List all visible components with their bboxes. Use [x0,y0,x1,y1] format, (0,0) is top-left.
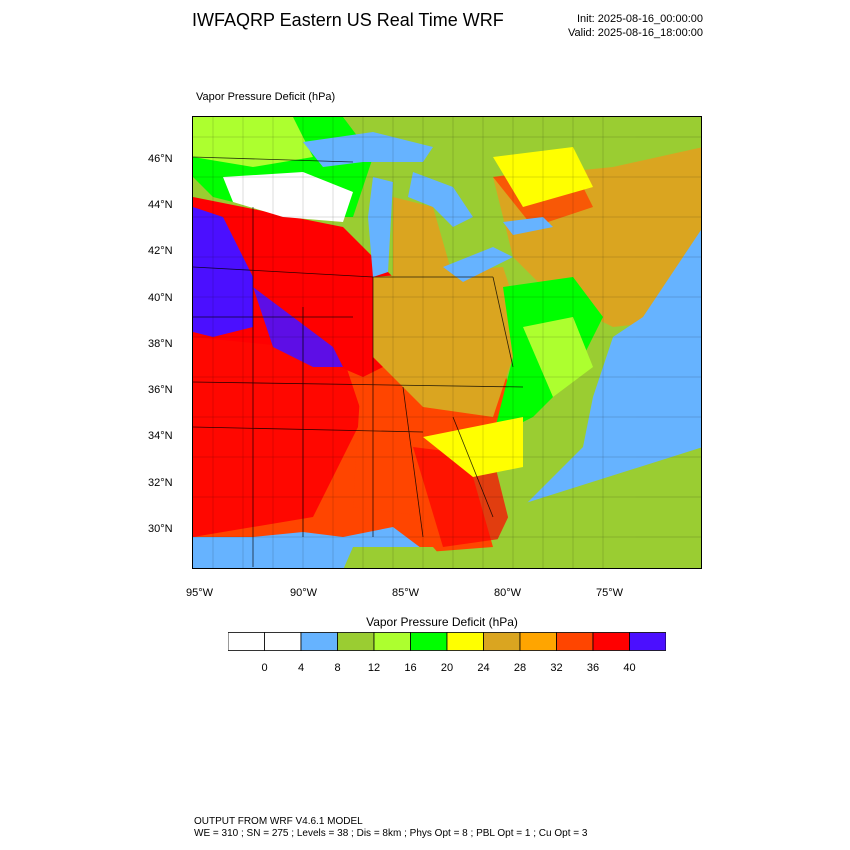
colorbar-box [228,632,265,651]
footer-run-params: WE = 310 ; SN = 275 ; Levels = 38 ; Dis … [194,828,588,839]
colorbar-box [264,632,302,651]
colorbar-box [300,632,338,651]
colorbar-tick-label: 0 [261,662,268,674]
lon-label-95: 95°W [186,587,214,599]
colorbar-tick-label: 32 [550,662,563,674]
colorbar-box [446,632,484,651]
colorbar-box [519,632,557,651]
lon-label-90: 90°W [290,587,318,599]
colorbar-box [556,632,594,651]
colorbar-box [592,632,630,651]
colorbar-title: Vapor Pressure Deficit (hPa) [366,615,518,629]
colorbar-tick-label: 12 [367,662,381,674]
lat-label-36: 36°N [148,384,173,396]
colorbar-tick-label: 28 [513,662,527,674]
field-label: Vapor Pressure Deficit (hPa) [196,91,336,103]
lon-label-85: 85°W [392,587,420,599]
init-time: Init: 2025-08-16_00:00:00 [577,13,703,25]
colorbar-tick-label: 4 [297,662,305,674]
colorbar-box [629,632,666,651]
lat-label-40: 40°N [148,292,173,304]
colorbar-box [337,632,375,651]
colorbar-box [410,632,448,651]
colorbar [228,632,666,651]
valid-time: Valid: 2025-08-16_18:00:00 [568,27,703,39]
colorbar-tick-label: 24 [477,662,490,674]
main-title: IWFAQRP Eastern US Real Time WRF [192,10,504,30]
colorbar-box [373,632,411,651]
footer-model-info: OUTPUT FROM WRF V4.6.1 MODEL [194,816,363,827]
lon-label-80: 80°W [494,587,522,599]
lat-label-34: 34°N [148,430,173,442]
colorbar-tick-labels: 0 4 8 12 16 20 24 28 32 36 40 [0,662,850,678]
lat-label-32: 32°N [148,477,173,489]
colorbar-tick-label: 20 [440,662,454,674]
lat-label-46: 46°N [148,153,173,165]
colorbar-box [483,632,521,651]
lat-label-30: 30°N [148,523,173,535]
colorbar-tick-label: 40 [623,662,636,674]
lat-label-38: 38°N [148,338,173,350]
lon-label-75: 75°W [596,587,624,599]
lat-label-42: 42°N [148,245,173,257]
colorbar-tick-label: 36 [586,662,600,674]
colorbar-tick-label: 16 [404,662,417,674]
colorbar-tick-label: 8 [334,662,341,674]
lat-label-44: 44°N [148,199,173,211]
vpd-map [192,116,702,569]
